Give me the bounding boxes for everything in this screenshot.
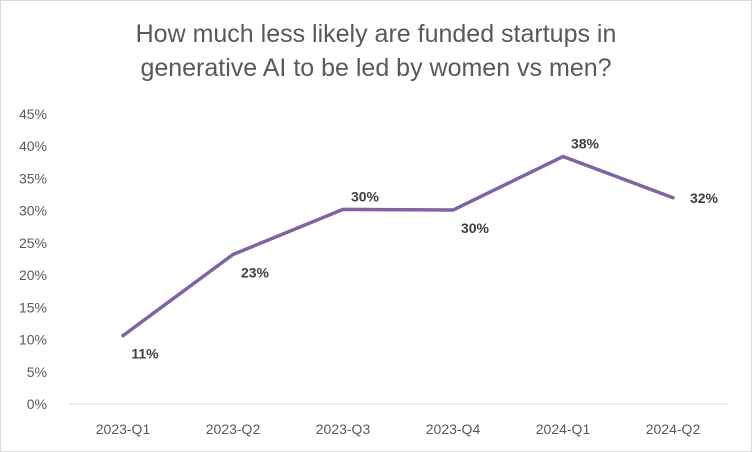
chart-title-line-2: generative AI to be led by women vs men?	[140, 54, 612, 82]
x-tick-label: 2023-Q2	[206, 421, 261, 437]
data-label: 23%	[241, 264, 270, 280]
x-tick-label: 2023-Q4	[426, 421, 481, 437]
y-tick-label: 25%	[19, 235, 47, 251]
x-tick-label: 2023-Q1	[96, 421, 151, 437]
x-tick-label: 2024-Q2	[646, 421, 701, 437]
y-tick-label: 5%	[27, 364, 47, 380]
y-tick-label: 45%	[19, 106, 47, 122]
y-tick-label: 15%	[19, 299, 47, 315]
data-label: 38%	[571, 136, 600, 152]
data-label: 30%	[351, 188, 380, 204]
data-label: 32%	[690, 190, 719, 206]
chart-title-line-1: How much less likely are funded startups…	[135, 20, 617, 48]
y-tick-label: 30%	[19, 203, 47, 219]
chart-title: How much less likely are funded startups…	[1, 17, 751, 85]
y-tick-label: 40%	[19, 138, 47, 154]
data-label: 11%	[131, 346, 159, 362]
series-line	[121, 154, 675, 338]
data-label: 30%	[461, 220, 490, 236]
y-tick-label: 35%	[19, 170, 47, 186]
y-tick-label: 0%	[27, 396, 47, 412]
y-tick-label: 20%	[19, 267, 47, 283]
x-tick-label: 2024-Q1	[536, 421, 591, 437]
y-tick-label: 10%	[19, 332, 47, 348]
x-tick-label: 2023-Q3	[316, 421, 371, 437]
